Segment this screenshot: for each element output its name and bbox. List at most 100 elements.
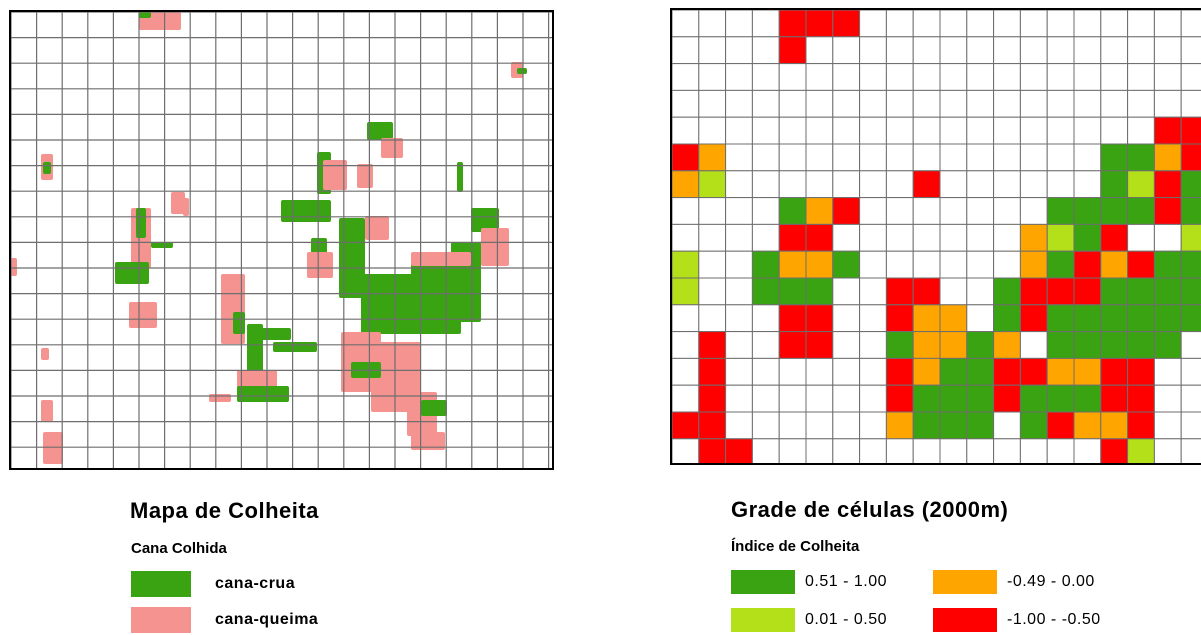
grid-cell bbox=[698, 357, 727, 386]
grid-cell bbox=[698, 197, 727, 225]
cana-queima-patch bbox=[209, 394, 231, 402]
grid-cell bbox=[966, 438, 995, 463]
cana-crua-patch bbox=[233, 312, 245, 334]
grid-cell bbox=[1180, 250, 1201, 279]
grid-cell bbox=[1127, 170, 1155, 199]
grid-cell bbox=[912, 357, 941, 386]
grid-cell bbox=[939, 116, 968, 145]
grid-cell bbox=[778, 438, 807, 463]
grid-cell bbox=[751, 116, 780, 145]
cana-queima-patch bbox=[411, 252, 471, 266]
grid-cell bbox=[859, 331, 887, 359]
grid-cell bbox=[1019, 63, 1048, 91]
cana-crua-patch bbox=[136, 208, 146, 238]
grid-cell bbox=[1046, 143, 1075, 172]
harvest-map bbox=[9, 10, 554, 470]
grid-cell bbox=[912, 10, 941, 38]
grid-cell bbox=[698, 10, 727, 38]
grid-cell bbox=[1073, 331, 1102, 359]
cana-queima-patch bbox=[381, 138, 403, 158]
grid-cell bbox=[832, 250, 861, 279]
grid-cell bbox=[859, 223, 887, 252]
grid-cell bbox=[751, 277, 780, 306]
grid-cell bbox=[993, 63, 1021, 91]
grid-cell bbox=[698, 116, 727, 145]
grid-cell bbox=[805, 384, 834, 413]
cana-queima-patch bbox=[323, 160, 347, 190]
grid-cell bbox=[859, 36, 887, 65]
grid-cell bbox=[859, 411, 887, 440]
grid-cell bbox=[672, 223, 700, 252]
grid-cell bbox=[1100, 223, 1129, 252]
grid-cell bbox=[993, 197, 1021, 225]
grid-cell bbox=[1180, 357, 1201, 386]
class-0-swatch bbox=[731, 570, 795, 594]
cana-crua-patch bbox=[421, 400, 447, 416]
grid-cell bbox=[993, 438, 1021, 463]
cana-crua-patch bbox=[517, 68, 527, 74]
grid-cell bbox=[859, 250, 887, 279]
grid-cell bbox=[672, 277, 700, 306]
grid-cell bbox=[778, 170, 807, 199]
grid-cell bbox=[966, 277, 995, 306]
grid-cell bbox=[1046, 384, 1075, 413]
grid-cell bbox=[912, 116, 941, 145]
grid-cell bbox=[859, 143, 887, 172]
grid-cell bbox=[1153, 36, 1182, 65]
grid-cell bbox=[993, 10, 1021, 38]
grid-cell bbox=[672, 438, 700, 463]
grid-cell bbox=[751, 63, 780, 91]
grid-cell bbox=[1127, 197, 1155, 225]
grid-cell bbox=[1019, 250, 1048, 279]
cana-crua-label: cana-crua bbox=[215, 575, 296, 592]
harvest-map-legend-title: Mapa de Colheita bbox=[130, 498, 319, 523]
grid-cell bbox=[1100, 277, 1129, 306]
grid-cell bbox=[1019, 10, 1048, 38]
grid-cell bbox=[966, 89, 995, 118]
grid-cell bbox=[832, 411, 861, 440]
grid-cell bbox=[672, 411, 700, 440]
grid-cell bbox=[1073, 277, 1102, 306]
grid-cell bbox=[912, 411, 941, 440]
grid-cell bbox=[725, 357, 753, 386]
cana-crua-patch bbox=[237, 386, 289, 402]
grid-cell bbox=[939, 411, 968, 440]
grid-cell bbox=[939, 10, 968, 38]
grid-cell bbox=[1153, 304, 1182, 333]
grid-cell bbox=[912, 170, 941, 199]
grid-cell bbox=[1019, 223, 1048, 252]
grid-cell bbox=[672, 197, 700, 225]
grid-cell bbox=[725, 277, 753, 306]
grid-cell bbox=[1153, 357, 1182, 386]
grid-cell bbox=[725, 170, 753, 199]
grid-cell bbox=[751, 36, 780, 65]
grid-cell bbox=[1100, 63, 1129, 91]
grid-cell bbox=[805, 223, 834, 252]
grid-cell bbox=[1073, 116, 1102, 145]
grid-cell bbox=[751, 304, 780, 333]
grid-cell bbox=[885, 116, 914, 145]
grid-cell bbox=[966, 411, 995, 440]
grid-cell bbox=[1180, 223, 1201, 252]
grid-cell bbox=[993, 304, 1021, 333]
grid-cell bbox=[885, 277, 914, 306]
grid-cell bbox=[1153, 143, 1182, 172]
grid-cell bbox=[832, 197, 861, 225]
cana-queima-patch bbox=[365, 216, 389, 240]
grid-cell bbox=[1073, 89, 1102, 118]
grid-cell bbox=[1019, 438, 1048, 463]
cana-queima-patch bbox=[171, 192, 185, 214]
grid-cell bbox=[698, 223, 727, 252]
grid-cell bbox=[1073, 304, 1102, 333]
grid-cell bbox=[832, 304, 861, 333]
cana-crua-patch bbox=[151, 242, 173, 248]
grid-cell bbox=[1100, 89, 1129, 118]
grid-cell bbox=[966, 36, 995, 65]
grid-cell bbox=[805, 331, 834, 359]
cana-queima-patch bbox=[43, 432, 63, 464]
grid-cell bbox=[725, 438, 753, 463]
grid-cell bbox=[1153, 10, 1182, 38]
grid-cell bbox=[859, 170, 887, 199]
grid-cell bbox=[993, 277, 1021, 306]
grid-cell bbox=[805, 89, 834, 118]
